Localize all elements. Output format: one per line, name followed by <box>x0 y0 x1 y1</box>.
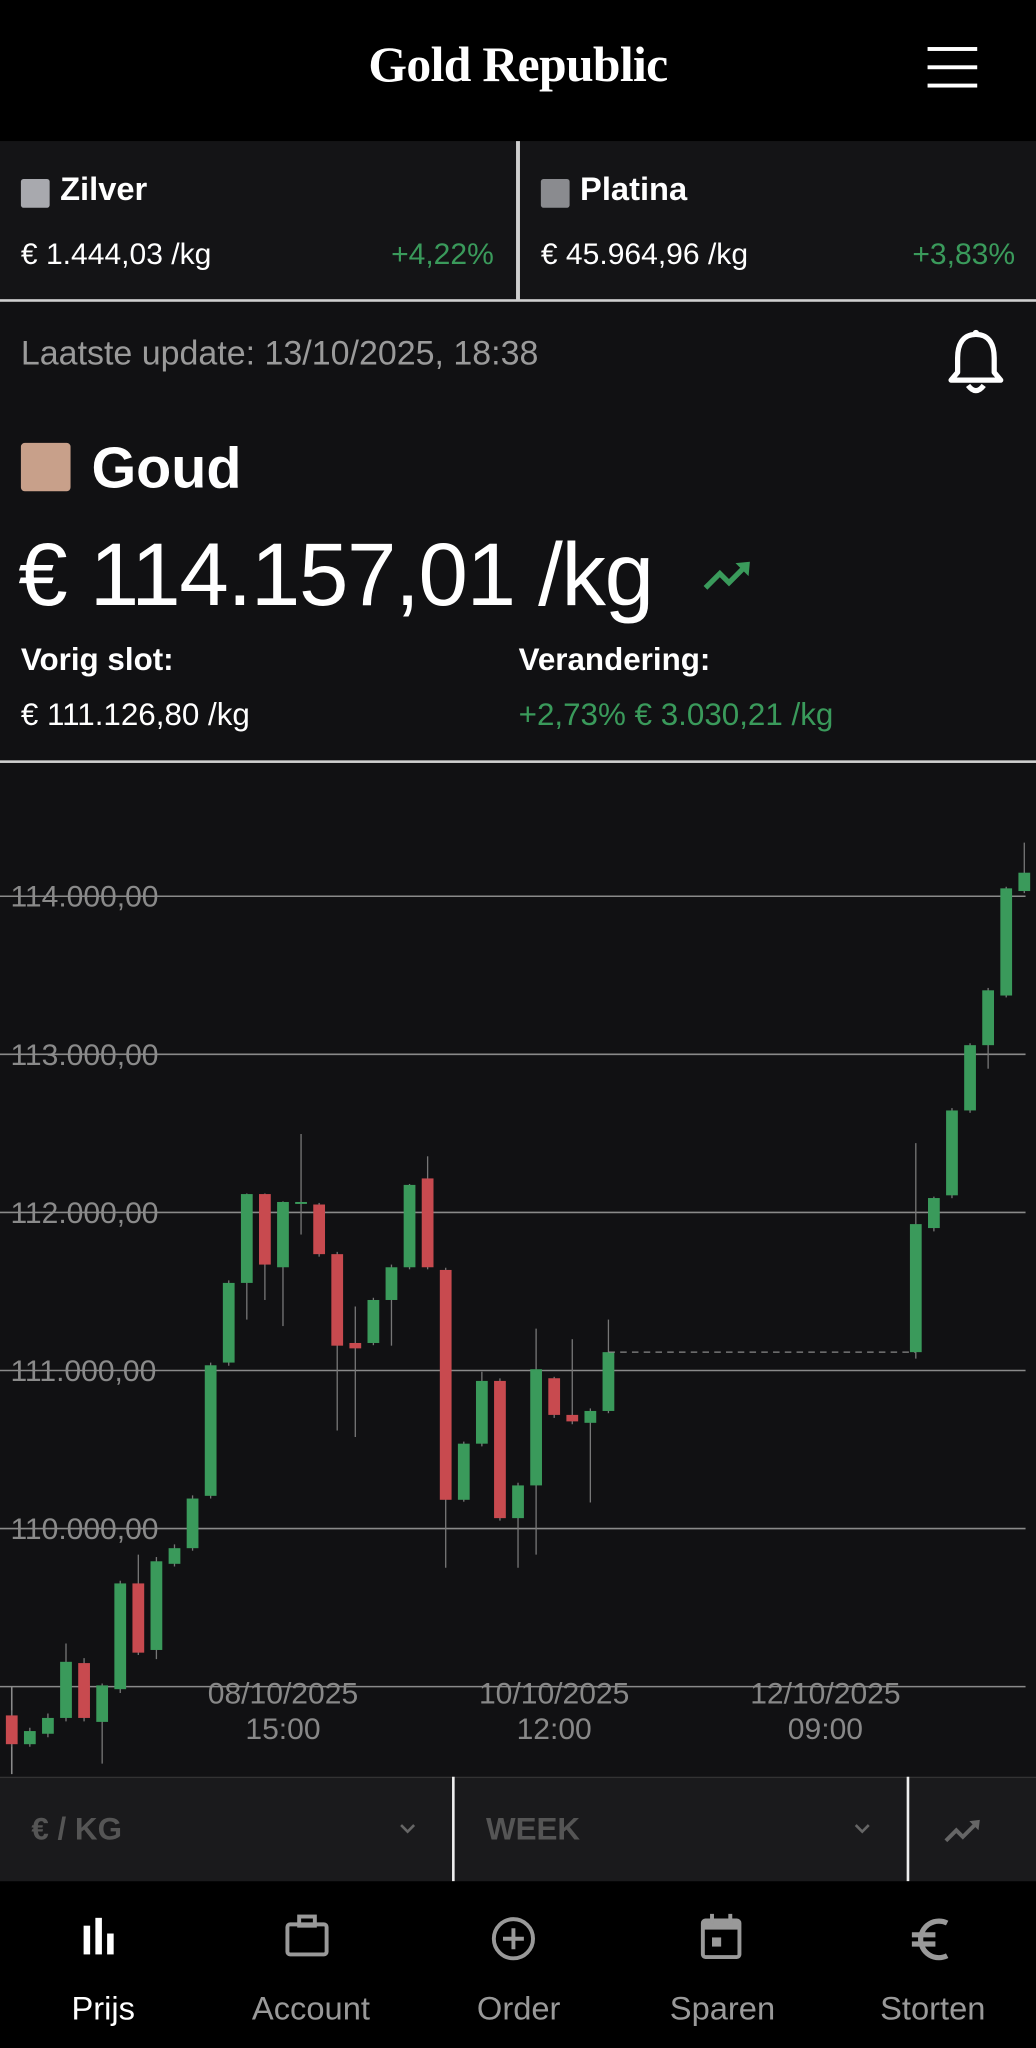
candle-body <box>222 1282 235 1363</box>
ticker-change: +3,83% <box>912 236 1016 271</box>
candle-body <box>23 1731 36 1745</box>
nav-icon-storten <box>911 1918 949 1961</box>
ticker-price: € 1.444,03 /kg <box>20 236 212 271</box>
y-tick-label: 113.000,00 <box>10 1039 158 1072</box>
candle-body <box>295 1201 307 1204</box>
gold-swatch <box>20 442 71 492</box>
ticker-name[interactable]: Zilver <box>60 171 148 208</box>
period-select[interactable]: WEEK <box>485 1812 581 1848</box>
metal-price: € 114.157,01 /kg <box>18 525 654 625</box>
candle-body <box>349 1342 362 1349</box>
label: Verandering: <box>518 642 711 679</box>
change: +2,73% € 3.030,21 /kg <box>518 697 834 733</box>
label: Vorig slot: <box>20 642 174 679</box>
candle-body <box>602 1352 615 1411</box>
candle-body <box>150 1561 163 1650</box>
candle-body <box>60 1661 72 1718</box>
divider <box>452 1776 455 1882</box>
alert-bell[interactable] <box>946 329 1006 397</box>
candle-body <box>132 1583 145 1653</box>
x-tick-label: 10/10/2025 12:00 <box>478 1676 630 1746</box>
candle-body <box>530 1369 542 1486</box>
candle-body <box>475 1380 488 1444</box>
candle-body <box>1000 888 1013 996</box>
metal-name: Goud <box>91 436 242 501</box>
candle-body <box>421 1178 434 1268</box>
candle-body <box>240 1194 253 1283</box>
nav-item[interactable]: Account <box>251 1990 370 2028</box>
header <box>0 0 1036 142</box>
y-tick-label: 110.000,00 <box>10 1513 158 1546</box>
chevron <box>400 1824 416 1834</box>
nav-item[interactable]: Order <box>476 1990 561 2028</box>
candle-body <box>584 1410 597 1423</box>
candle-body <box>78 1663 90 1718</box>
candle-body <box>457 1443 470 1500</box>
candle-body <box>494 1380 506 1519</box>
candle-body <box>928 1198 940 1229</box>
nav-icon-sparen <box>700 1913 742 1959</box>
candle-body <box>982 990 995 1046</box>
candle-body <box>204 1365 217 1496</box>
candle-body <box>439 1269 452 1500</box>
candle-body <box>909 1224 922 1353</box>
candle-body <box>964 1045 976 1111</box>
y-tick-label: 111.000,00 <box>10 1355 156 1388</box>
candle-body <box>512 1485 524 1519</box>
candle-body <box>277 1201 289 1268</box>
candle-body <box>259 1194 271 1265</box>
ticker-name[interactable]: Platina <box>580 171 688 208</box>
candle-body <box>385 1267 398 1300</box>
candle-body <box>548 1378 561 1415</box>
nav-item[interactable]: Prijs <box>71 1990 135 2028</box>
chart-style-button[interactable] <box>943 1816 982 1845</box>
nav-icon-prijs <box>83 1917 114 1955</box>
ticker-change: +4,22% <box>391 236 494 271</box>
candle-body <box>946 1110 958 1196</box>
candle-body <box>168 1548 181 1564</box>
chevron <box>854 1824 870 1834</box>
trend-icon <box>703 561 750 590</box>
bottom-nav <box>0 1881 1036 2048</box>
silver-swatch <box>20 178 50 208</box>
menu-button[interactable] <box>922 44 982 91</box>
x-tick-label: 08/10/2025 15:00 <box>207 1676 359 1746</box>
candle-body <box>566 1414 579 1422</box>
nav-icon-order <box>491 1917 535 1961</box>
nav-item[interactable]: Sparen <box>669 1990 776 2028</box>
candle-body <box>42 1717 54 1734</box>
previous-close: € 111.126,80 /kg <box>20 697 250 733</box>
app-title: Gold Republic <box>368 37 668 93</box>
candlestick-chart: 110.000,00 111.000,00 112.000,00 113.000,00… <box>0 842 1031 1775</box>
platinum-swatch <box>540 178 570 208</box>
y-tick-label: 112.000,00 <box>10 1197 158 1230</box>
x-tick-label: 12/10/2025 09:00 <box>750 1676 901 1746</box>
candle-body <box>5 1715 18 1745</box>
separator <box>0 760 1036 763</box>
nav-icons <box>83 1913 949 1961</box>
divider <box>516 141 520 301</box>
nav-icon-account <box>285 1914 329 1957</box>
candle-body <box>186 1498 199 1549</box>
candle-body <box>367 1299 380 1343</box>
candle-body <box>96 1685 109 1722</box>
last-update: Laatste update: 13/10/2025, 18:38 <box>20 333 539 373</box>
ticker-price: € 45.964,96 /kg <box>540 236 749 271</box>
candle-body <box>114 1583 127 1690</box>
divider <box>906 1776 910 1882</box>
candle-body <box>313 1204 326 1255</box>
candle-body <box>403 1184 416 1268</box>
nav-item[interactable]: Storten <box>880 1990 986 2028</box>
unit-select[interactable]: € / KG <box>31 1812 122 1848</box>
y-tick-label: 114.000,00 <box>10 881 158 914</box>
candle-body <box>1018 872 1031 892</box>
candle-body <box>331 1254 344 1346</box>
